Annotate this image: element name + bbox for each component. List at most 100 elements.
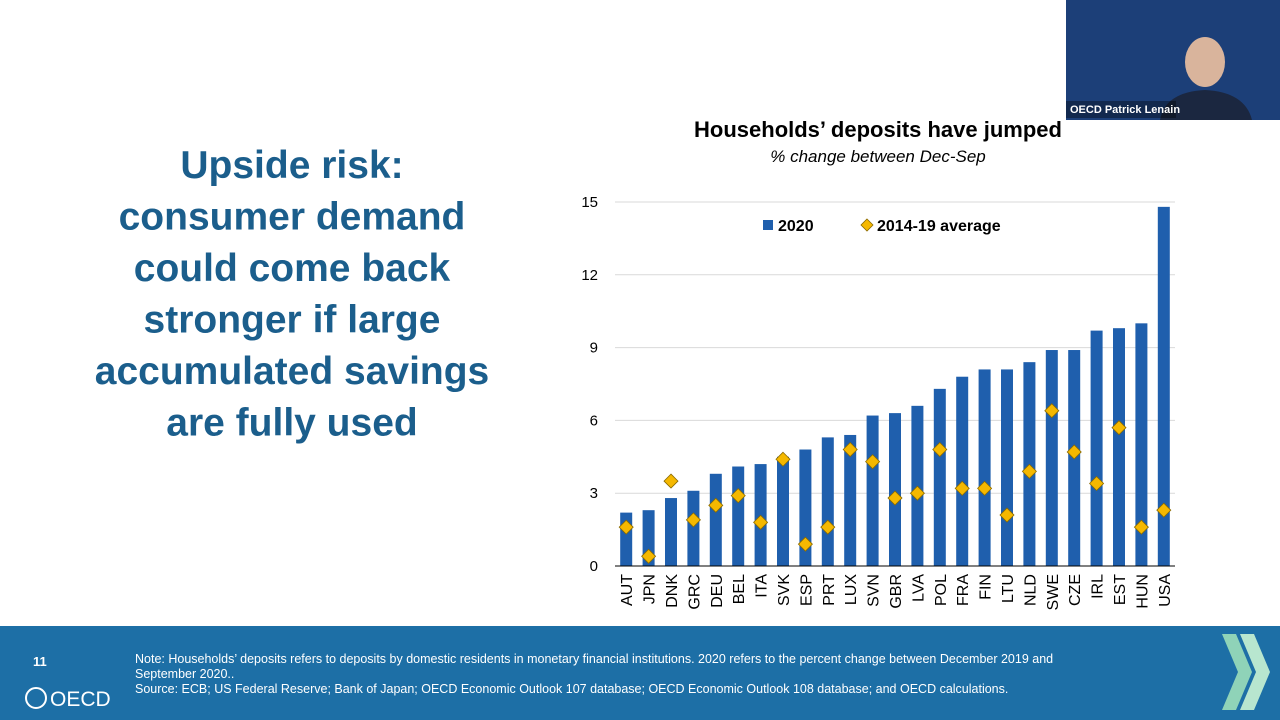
diamond-marker [1111, 420, 1127, 436]
heading-line: accumulated savings [95, 350, 490, 393]
x-tick-label: BEL [731, 574, 748, 604]
bar [933, 388, 946, 566]
speaker-face [1185, 37, 1225, 87]
y-tick-label: 3 [590, 485, 598, 502]
x-tick-label: AUT [619, 574, 636, 606]
heading-line: are fully used [166, 402, 417, 445]
logo-chevron [1240, 634, 1270, 710]
bar [1135, 323, 1148, 566]
x-tick-label: GBR [888, 574, 905, 609]
y-tick-label: 15 [581, 194, 598, 211]
bar [1090, 330, 1103, 566]
x-tick-label: LUX [843, 574, 860, 605]
diamond-marker [820, 519, 836, 535]
x-tick-label: LTU [1000, 574, 1017, 603]
x-tick-label: USA [1157, 574, 1174, 607]
x-tick-label: DNK [664, 574, 681, 608]
diamond-marker [708, 497, 724, 513]
logo-text: OECD [50, 688, 111, 711]
diamond-marker [797, 536, 813, 552]
bar [866, 415, 879, 566]
diamond-marker [1156, 502, 1172, 518]
x-tick-label: IRL [1090, 574, 1107, 599]
bar [1045, 350, 1058, 566]
bar [709, 473, 722, 566]
x-tick-label: SVK [776, 574, 793, 606]
diamond-marker [887, 490, 903, 506]
x-tick-label: EST [1112, 574, 1129, 605]
bar [687, 490, 700, 566]
y-tick-label: 12 [581, 267, 598, 284]
diamond-marker [663, 473, 679, 489]
x-tick-label: ITA [754, 574, 771, 598]
footer-band [0, 626, 1280, 720]
x-tick-label: ESP [798, 574, 815, 606]
diamond-marker [685, 512, 701, 528]
diamond-marker [618, 519, 634, 535]
speaker-body [1160, 90, 1252, 120]
bar [1001, 369, 1013, 566]
x-tick-label: SWE [1045, 574, 1062, 610]
source: Source: ECB; US Federal Reserve; Bank of… [135, 682, 1009, 696]
bar [889, 413, 901, 566]
x-tick-label: SVN [866, 574, 883, 607]
x-tick-label: FRA [955, 574, 972, 606]
x-tick-label: GRC [686, 574, 703, 610]
diamond-marker [999, 507, 1015, 523]
footer-notes: Note: Households’ deposits refers to dep… [135, 652, 1095, 697]
x-tick-label: CZE [1067, 574, 1084, 606]
legend-label: 2020 [778, 218, 814, 235]
heading-line: consumer demand [119, 196, 466, 239]
diamond-marker [932, 441, 948, 458]
diamond-marker [641, 548, 657, 564]
heading-line: stronger if large [144, 299, 441, 342]
bar [844, 434, 857, 566]
legend-swatch [860, 218, 874, 232]
y-tick-label: 9 [590, 340, 598, 357]
page-number: 11 [33, 654, 47, 669]
bar [777, 456, 789, 566]
diamond-marker [909, 485, 925, 501]
legend-swatch [763, 220, 773, 230]
diamond-marker [1089, 475, 1105, 492]
diamond-marker [977, 480, 993, 496]
video-label: OECD Patrick Lenain [1070, 104, 1180, 116]
diamond-marker [1021, 463, 1037, 479]
y-tick-label: 0 [590, 558, 598, 575]
diamond-marker [1044, 403, 1060, 419]
bar [1157, 206, 1170, 566]
diamond-marker [753, 514, 769, 530]
x-tick-label: DEU [709, 574, 726, 608]
chart-title: Households’ deposits have jumped [694, 117, 1062, 142]
x-tick-label: NLD [1022, 574, 1039, 606]
x-tick-label: POL [933, 574, 950, 606]
diamond-marker [775, 451, 791, 467]
diamond-marker [730, 488, 746, 504]
diamond-marker [842, 441, 858, 458]
logo-chevron [1222, 634, 1252, 710]
x-tick-label: HUN [1134, 574, 1151, 609]
note: Note: Households’ deposits refers to dep… [135, 652, 1054, 681]
bar [665, 498, 677, 566]
heading-line: could come back [134, 247, 451, 290]
diamond-marker [865, 454, 881, 470]
bar [799, 449, 812, 566]
diamond-marker [1133, 519, 1149, 535]
legend-label: 2014-19 average [877, 218, 1001, 235]
heading-line: Upside risk: [180, 144, 403, 187]
chart-subtitle: % change between Dec-Sep [770, 147, 985, 166]
x-tick-label: LVA [910, 574, 927, 602]
x-tick-label: JPN [642, 574, 659, 604]
bar [978, 369, 991, 566]
video-label-bg [1066, 101, 1176, 118]
bar [1113, 328, 1125, 566]
x-tick-label: PRT [821, 574, 838, 606]
y-tick-label: 6 [590, 412, 598, 429]
diamond-marker [954, 480, 970, 496]
diamond-marker [1066, 444, 1082, 460]
x-tick-label: FIN [978, 574, 995, 600]
bar [956, 376, 969, 566]
bar [732, 466, 745, 566]
